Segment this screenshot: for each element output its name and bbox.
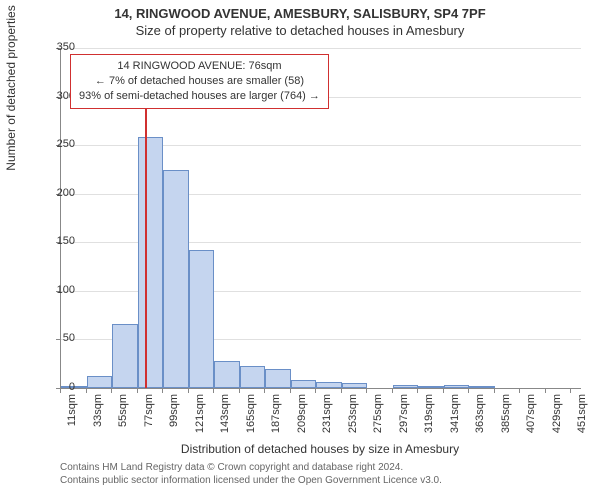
xtick-mark <box>494 388 495 393</box>
xtick-mark <box>111 388 112 393</box>
info-box-line2: ← 7% of detached houses are smaller (58) <box>79 74 320 89</box>
xtick-label: 429sqm <box>551 392 563 454</box>
xtick-mark <box>264 388 265 393</box>
ytick-label: 250 <box>45 138 75 150</box>
xtick-label: 121sqm <box>194 392 206 454</box>
histogram-bar <box>418 386 444 388</box>
histogram-bar <box>291 380 317 388</box>
xtick-mark <box>60 388 61 393</box>
xtick-label: 297sqm <box>398 392 410 454</box>
xtick-label: 407sqm <box>525 392 537 454</box>
histogram-bar <box>265 369 291 388</box>
xtick-label: 253sqm <box>347 392 359 454</box>
xtick-label: 33sqm <box>92 392 104 454</box>
xtick-mark <box>239 388 240 393</box>
xtick-mark <box>392 388 393 393</box>
xtick-mark <box>443 388 444 393</box>
histogram-bar <box>240 366 266 388</box>
histogram-bar <box>189 250 215 388</box>
xtick-label: 11sqm <box>66 392 78 454</box>
xtick-mark <box>519 388 520 393</box>
xtick-label: 231sqm <box>321 392 333 454</box>
histogram-bar <box>342 383 368 388</box>
ytick-label: 350 <box>45 41 75 53</box>
chart-title-desc: Size of property relative to detached ho… <box>0 21 600 42</box>
xtick-mark <box>188 388 189 393</box>
footer-line2: Contains public sector information licen… <box>60 475 580 488</box>
xtick-mark <box>137 388 138 393</box>
gridline <box>61 48 581 49</box>
histogram-bar <box>138 137 164 388</box>
histogram-bar <box>393 385 419 388</box>
chart-container: 14, RINGWOOD AVENUE, AMESBURY, SALISBURY… <box>0 0 600 500</box>
xtick-label: 385sqm <box>500 392 512 454</box>
xtick-label: 99sqm <box>168 392 180 454</box>
xtick-mark <box>366 388 367 393</box>
xtick-label: 275sqm <box>372 392 384 454</box>
histogram-bar <box>87 376 113 388</box>
xtick-mark <box>315 388 316 393</box>
xtick-mark <box>290 388 291 393</box>
footer: Contains HM Land Registry data © Crown c… <box>60 462 580 487</box>
histogram-bar <box>163 170 189 388</box>
ytick-label: 150 <box>45 235 75 247</box>
xtick-mark <box>545 388 546 393</box>
xtick-mark <box>86 388 87 393</box>
xtick-label: 451sqm <box>576 392 588 454</box>
histogram-bar <box>444 385 470 388</box>
xtick-mark <box>213 388 214 393</box>
y-axis-label: Number of detached properties <box>4 0 18 218</box>
histogram-bar <box>469 386 495 388</box>
footer-line1: Contains HM Land Registry data © Crown c… <box>60 462 580 475</box>
xtick-label: 319sqm <box>423 392 435 454</box>
xtick-label: 363sqm <box>474 392 486 454</box>
histogram-bar <box>112 324 138 388</box>
info-box: 14 RINGWOOD AVENUE: 76sqm ← 7% of detach… <box>70 54 329 109</box>
histogram-bar <box>316 382 342 388</box>
xtick-label: 187sqm <box>270 392 282 454</box>
xtick-mark <box>162 388 163 393</box>
xtick-label: 55sqm <box>117 392 129 454</box>
xtick-label: 165sqm <box>245 392 257 454</box>
info-box-line1: 14 RINGWOOD AVENUE: 76sqm <box>79 59 320 74</box>
xtick-label: 77sqm <box>143 392 155 454</box>
xtick-label: 341sqm <box>449 392 461 454</box>
marker-line <box>145 109 147 388</box>
ytick-label: 100 <box>45 284 75 296</box>
xtick-label: 209sqm <box>296 392 308 454</box>
xtick-mark <box>468 388 469 393</box>
xtick-mark <box>570 388 571 393</box>
xtick-label: 143sqm <box>219 392 231 454</box>
ytick-label: 50 <box>45 332 75 344</box>
xtick-mark <box>417 388 418 393</box>
xtick-mark <box>341 388 342 393</box>
ytick-label: 200 <box>45 187 75 199</box>
histogram-bar <box>214 361 240 388</box>
chart-title-address: 14, RINGWOOD AVENUE, AMESBURY, SALISBURY… <box>0 0 600 21</box>
info-box-line3: 93% of semi-detached houses are larger (… <box>79 89 320 104</box>
